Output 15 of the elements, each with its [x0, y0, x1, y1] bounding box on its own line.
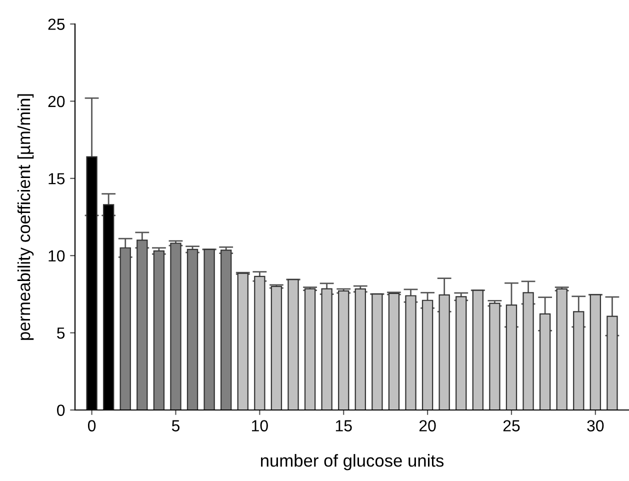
y-tick-label: 5	[57, 328, 65, 339]
y-tick-label: 15	[48, 173, 65, 184]
x-tick-label: 15	[336, 420, 352, 432]
x-tick-label: 5	[172, 420, 180, 432]
x-tick-label: 20	[419, 420, 436, 432]
x-tick-label: 30	[587, 420, 604, 432]
y-tick-label: 10	[48, 250, 65, 262]
x-axis-title: number of glucose units	[260, 454, 444, 470]
x-tick-label: 0	[88, 420, 96, 432]
y-tick-label: 20	[48, 96, 65, 108]
y-tick-label: 0	[57, 404, 65, 416]
x-tick-label: 25	[503, 420, 520, 432]
x-tick-label: 10	[252, 420, 268, 432]
y-tick-label: 25	[48, 18, 65, 30]
y-axis-title: permeability coefficient [µm/min]	[17, 94, 34, 340]
